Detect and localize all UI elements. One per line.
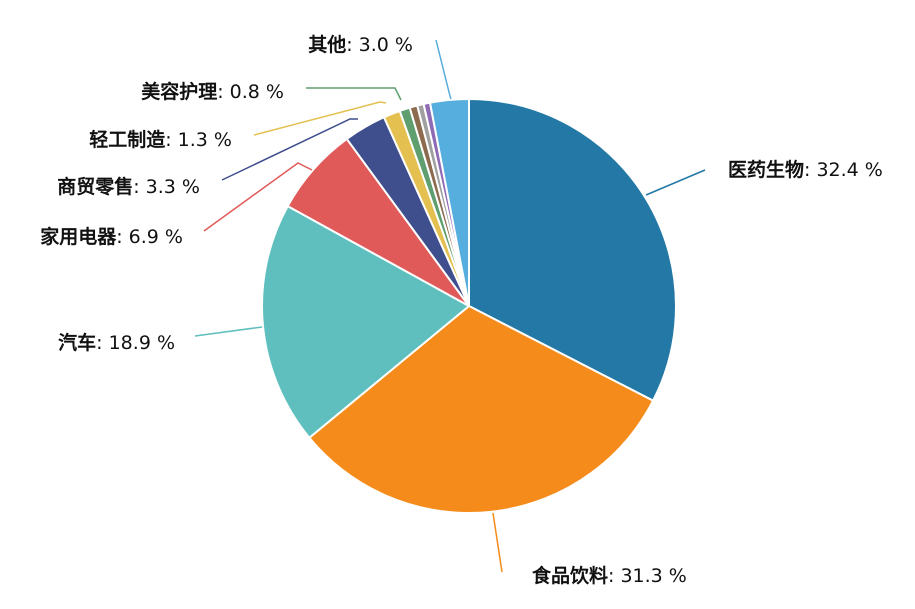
- pie-slice-10: [429, 98, 470, 307]
- slice-label-name: 商贸零售: [57, 175, 133, 198]
- slice-label-value: : 0.8 %: [217, 81, 284, 103]
- leader-line-2: [194, 326, 263, 337]
- slice-label-name: 汽车: [58, 331, 96, 354]
- leader-line-3: [203, 162, 313, 232]
- slice-label-value: : 6.9 %: [116, 226, 183, 248]
- slice-label-4: 商贸零售: 3.3 %: [57, 175, 200, 198]
- slice-label-name: 医药生物: [728, 158, 804, 181]
- pie-slice-1: [308, 305, 655, 514]
- slice-label-value: : 3.0 %: [346, 34, 413, 56]
- leader-lines: [194, 39, 706, 573]
- slice-label-10: 其他: 3.0 %: [308, 33, 413, 56]
- slice-label-value: : 3.3 %: [133, 176, 200, 198]
- slice-label-0: 医药生物: 32.4 %: [728, 158, 883, 181]
- slice-label-value: : 31.3 %: [608, 565, 687, 587]
- leader-line-6: [306, 87, 402, 101]
- slice-label-1: 食品饮料: 31.3 %: [532, 564, 687, 587]
- slice-label-value: : 18.9 %: [96, 332, 175, 354]
- slice-label-name: 其他: [308, 33, 346, 56]
- pie-slice-0: [468, 98, 677, 402]
- slice-label-2: 汽车: 18.9 %: [58, 331, 175, 354]
- slice-label-5: 轻工制造: 1.3 %: [89, 128, 232, 151]
- slice-label-3: 家用电器: 6.9 %: [40, 225, 183, 248]
- slice-labels: 医药生物: 32.4 %食品饮料: 31.3 %汽车: 18.9 %家用电器: …: [40, 33, 883, 587]
- slice-label-name: 食品饮料: [532, 564, 608, 587]
- slice-label-name: 轻工制造: [89, 128, 166, 151]
- leader-line-10: [435, 39, 452, 100]
- slice-label-name: 美容护理: [141, 80, 217, 103]
- slice-label-value: : 32.4 %: [804, 159, 883, 181]
- pie-slices: [261, 98, 677, 514]
- slice-label-6: 美容护理: 0.8 %: [141, 80, 284, 103]
- slice-label-name: 家用电器: [40, 225, 117, 248]
- leader-line-5: [253, 101, 387, 136]
- leader-line-1: [492, 512, 503, 573]
- pie-slice-2: [261, 205, 470, 439]
- slice-label-value: : 1.3 %: [165, 129, 232, 151]
- leader-line-0: [645, 169, 706, 196]
- leader-line-4: [221, 118, 358, 181]
